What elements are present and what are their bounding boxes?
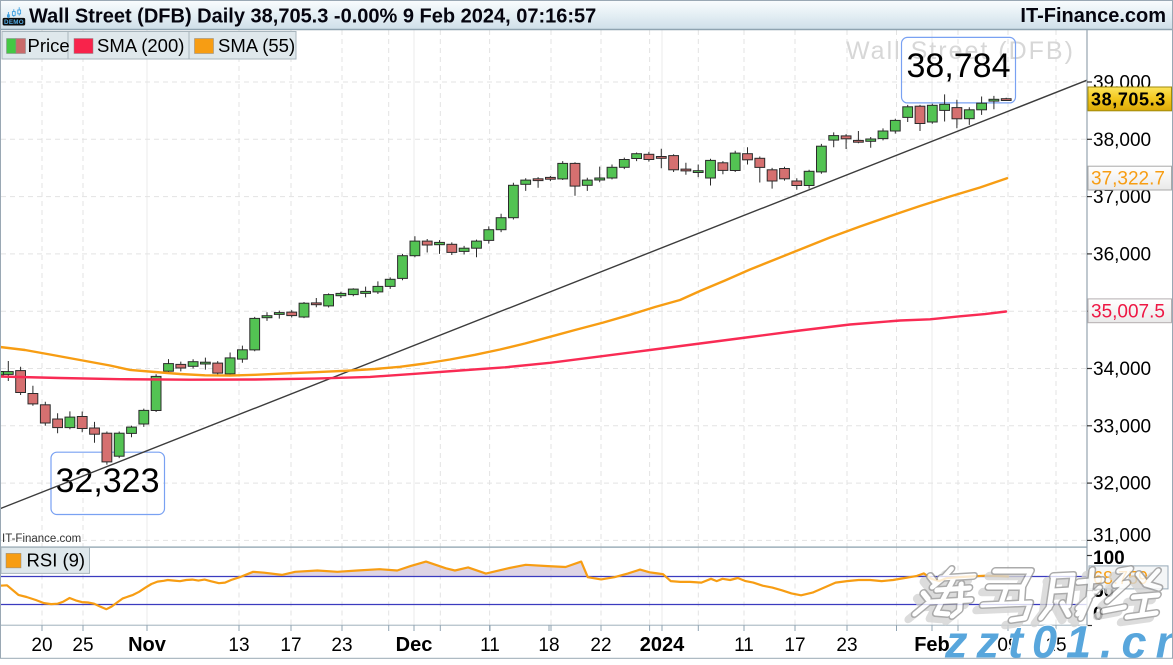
- svg-text:37,000: 37,000: [1093, 187, 1151, 208]
- svg-text:DEMO: DEMO: [4, 19, 24, 26]
- svg-text:17: 17: [280, 635, 301, 656]
- svg-text:IT-Finance.com: IT-Finance.com: [2, 533, 81, 545]
- svg-text:Feb: Feb: [914, 634, 950, 656]
- svg-text:38,705.3: 38,705.3: [1091, 89, 1166, 109]
- svg-text:34,000: 34,000: [1093, 359, 1151, 380]
- svg-text:IT-Finance.com: IT-Finance.com: [1020, 5, 1166, 27]
- svg-text:Nov: Nov: [128, 634, 167, 656]
- svg-text:37,322.7: 37,322.7: [1091, 169, 1165, 190]
- svg-text:zzt01.cn: zzt01.cn: [944, 617, 1173, 661]
- svg-text:36,000: 36,000: [1093, 244, 1151, 265]
- svg-text:20: 20: [31, 635, 52, 656]
- svg-text:31,000: 31,000: [1093, 526, 1151, 547]
- svg-text:32,000: 32,000: [1093, 474, 1151, 495]
- svg-text:SMA (200): SMA (200): [97, 35, 184, 56]
- svg-text:SMA (55): SMA (55): [218, 35, 295, 56]
- svg-text:17: 17: [784, 635, 805, 656]
- svg-text:13: 13: [228, 635, 249, 656]
- svg-text:23: 23: [331, 635, 352, 656]
- svg-text:RSI (9): RSI (9): [27, 550, 86, 571]
- svg-text:35,007.5: 35,007.5: [1091, 301, 1165, 322]
- svg-text:23: 23: [836, 635, 857, 656]
- svg-text:15: 15: [1045, 635, 1066, 656]
- svg-text:18: 18: [538, 635, 559, 656]
- svg-text:33,000: 33,000: [1093, 416, 1151, 437]
- svg-text:2024: 2024: [640, 634, 685, 656]
- svg-text:38,000: 38,000: [1093, 130, 1151, 151]
- svg-text:22: 22: [590, 635, 611, 656]
- svg-text:11: 11: [480, 635, 500, 656]
- svg-text:100: 100: [1093, 548, 1125, 569]
- svg-text:Price: Price: [28, 35, 70, 56]
- svg-text:38,784: 38,784: [907, 47, 1011, 85]
- svg-text:25: 25: [72, 635, 93, 656]
- svg-text:11: 11: [734, 635, 754, 656]
- svg-text:Wall Street (DFB): Wall Street (DFB): [846, 37, 1075, 65]
- svg-text:Wall Street (DFB) Daily 38,705: Wall Street (DFB) Daily 38,705.3 -0.00% …: [29, 6, 596, 28]
- svg-text:32,323: 32,323: [56, 462, 160, 500]
- svg-text:09: 09: [997, 635, 1018, 656]
- svg-text:Dec: Dec: [396, 634, 433, 656]
